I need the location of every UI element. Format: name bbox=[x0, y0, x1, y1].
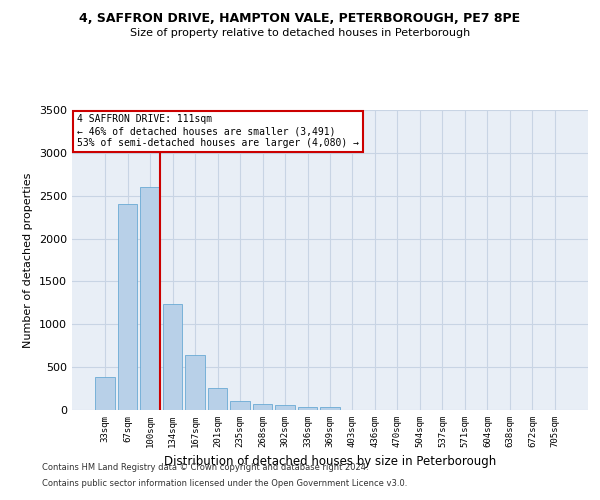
Bar bbox=[140, 187, 160, 410]
Text: Contains public sector information licensed under the Open Government Licence v3: Contains public sector information licen… bbox=[42, 478, 407, 488]
Bar bbox=[230, 402, 250, 410]
Y-axis label: Number of detached properties: Number of detached properties bbox=[23, 172, 34, 348]
Bar bbox=[185, 355, 205, 410]
Bar bbox=[253, 404, 272, 410]
Bar bbox=[275, 406, 295, 410]
Bar bbox=[118, 204, 137, 410]
Bar bbox=[320, 408, 340, 410]
Text: Size of property relative to detached houses in Peterborough: Size of property relative to detached ho… bbox=[130, 28, 470, 38]
Bar bbox=[163, 304, 182, 410]
Bar bbox=[298, 406, 317, 410]
Text: 4 SAFFRON DRIVE: 111sqm
← 46% of detached houses are smaller (3,491)
53% of semi: 4 SAFFRON DRIVE: 111sqm ← 46% of detache… bbox=[77, 114, 359, 148]
Text: Contains HM Land Registry data © Crown copyright and database right 2024.: Contains HM Land Registry data © Crown c… bbox=[42, 464, 368, 472]
Bar bbox=[208, 388, 227, 410]
X-axis label: Distribution of detached houses by size in Peterborough: Distribution of detached houses by size … bbox=[164, 456, 496, 468]
Bar bbox=[95, 376, 115, 410]
Text: 4, SAFFRON DRIVE, HAMPTON VALE, PETERBOROUGH, PE7 8PE: 4, SAFFRON DRIVE, HAMPTON VALE, PETERBOR… bbox=[79, 12, 521, 26]
